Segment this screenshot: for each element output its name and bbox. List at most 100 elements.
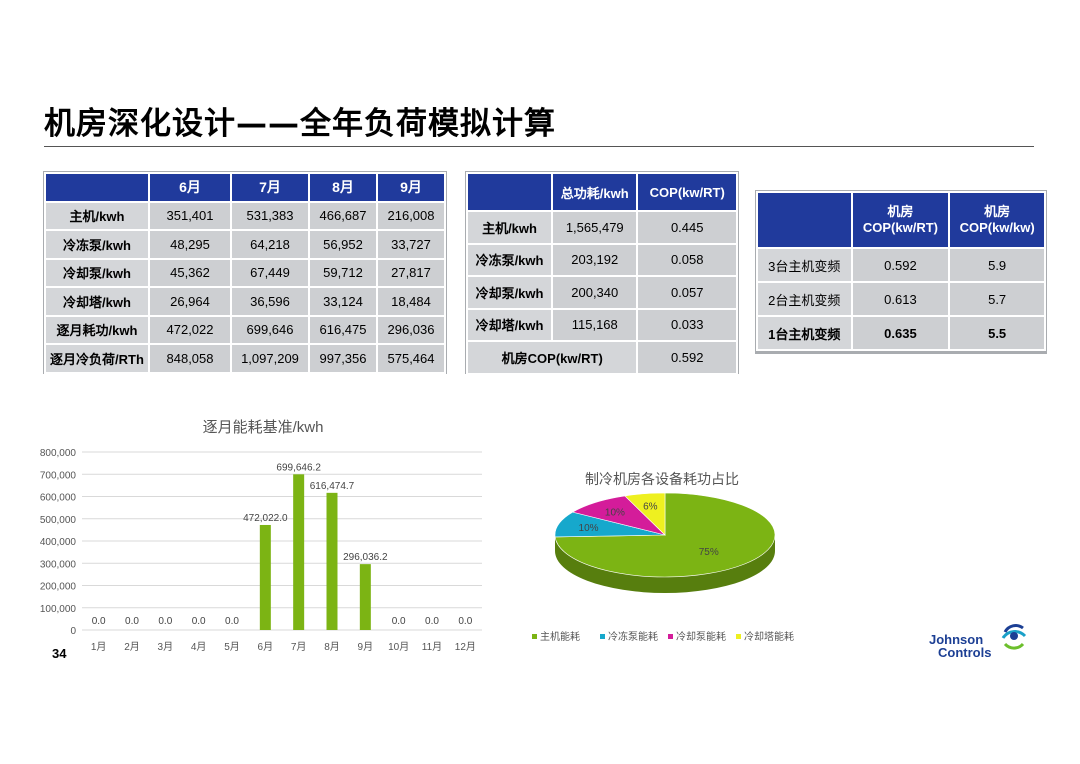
legend-label: 冷冻泵能耗 [608,630,658,643]
pie-side [555,535,775,593]
table-cell: 997,356 [308,343,378,374]
table-row: 主机/kwh 351,401 531,383 466,687 216,008 [44,200,446,231]
table-cell: 27,817 [376,257,446,288]
bar-data-label: 0.0 [392,616,406,627]
table-cell: 56,952 [308,229,378,260]
power-cop-table: 总功耗/kwh COP(kw/RT) 主机/kwh 1,565,479 0.44… [465,172,738,375]
monthly-energy-table: 6月 7月 8月 9月 主机/kwh 351,401 531,383 466,6… [44,172,446,374]
table-cell: 5.9 [948,247,1046,283]
table-cell: 0.635 [850,315,951,351]
header-cop-kw-kw: 机房 COP(kw/kw) [948,191,1046,249]
row-label: 逐月耗功/kwh [44,314,150,345]
table-row: 逐月冷负荷/RTh 848,058 1,097,209 997,356 575,… [44,343,446,374]
y-tick-label: 700,000 [40,470,77,481]
bar-data-label: 616,474.7 [310,481,355,492]
total-cop-label: 机房COP(kw/RT) [465,340,639,375]
x-tick-label: 3月 [158,641,174,653]
header-corner [465,172,554,212]
row-label: 冷却泵/kwh [465,275,554,310]
x-tick-label: 8月 [324,641,340,653]
table-cell: 33,727 [376,229,446,260]
table-cell: 351,401 [148,200,232,231]
row-label: 主机/kwh [44,200,150,231]
table-row: 冷冻泵/kwh 48,295 64,218 56,952 33,727 [44,229,446,260]
table-row: 冷冻泵/kwh 203,192 0.058 [465,242,738,277]
table-header-row: 6月 7月 8月 9月 [44,172,446,203]
table-cell: 0.058 [636,242,738,277]
legend-swatch [532,634,537,639]
x-tick-label: 12月 [455,641,476,653]
bar [359,564,371,630]
legend-label: 冷却泵能耗 [676,630,726,643]
pie-data-label: 75% [699,547,719,558]
x-tick-label: 6月 [258,641,274,653]
table-cell: 0.057 [636,275,738,310]
legend-swatch [736,634,741,639]
legend-swatch [600,634,605,639]
header-corner [756,191,853,249]
x-tick-label: 10月 [388,641,409,653]
table-cell: 18,484 [376,286,446,317]
x-tick-label: 1月 [91,641,107,653]
table-row: 3台主机变频 0.592 5.9 [756,247,1046,283]
table-cell: 200,340 [551,275,639,310]
legend-label: 冷却塔能耗 [744,630,794,643]
table-header-row: 机房 COP(kw/RT) 机房 COP(kw/kw) [756,191,1046,249]
table-cell: 59,712 [308,257,378,288]
bar-data-label: 0.0 [158,616,172,627]
pie-data-label: 10% [579,523,599,534]
header-corner [44,172,150,203]
table-row: 冷却泵/kwh 200,340 0.057 [465,275,738,310]
bar-data-label: 296,036.2 [343,552,388,563]
row-label: 冷却泵/kwh [44,257,150,288]
table-cell: 1,565,479 [551,210,639,245]
pie-data-label: 10% [605,508,625,519]
page-number: 34 [52,646,67,661]
table-row: 2台主机变频 0.613 5.7 [756,281,1046,317]
x-tick-label: 5月 [224,641,240,653]
header-line: COP(kw/RT) [862,220,938,235]
header-total-power: 总功耗/kwh [551,172,639,212]
table-cell: 36,596 [230,286,310,317]
y-tick-label: 200,000 [40,582,77,593]
row-label: 3台主机变频 [756,247,853,283]
header-september: 9月 [376,172,446,203]
logo-text-line1: Johnson [929,632,983,647]
table-cell: 699,646 [230,314,310,345]
bar-data-label: 0.0 [458,616,472,627]
y-tick-label: 100,000 [40,604,77,615]
table-cell: 472,022 [148,314,232,345]
chiller-cop-table: 机房 COP(kw/RT) 机房 COP(kw/kw) 3台主机变频 0.592… [756,191,1046,351]
logo-swirl-icon [1001,624,1027,650]
table-cell: 848,058 [148,343,232,374]
row-label: 主机/kwh [465,210,554,245]
bar-data-label: 0.0 [125,616,139,627]
pie-slice [624,492,666,536]
header-august: 8月 [308,172,378,203]
row-label: 冷却塔/kwh [44,286,150,317]
table-cell: 1,097,209 [230,343,310,374]
bar [259,524,271,630]
table-cell: 64,218 [230,229,310,260]
table-cell: 5.5 [948,315,1046,351]
legend-label: 主机能耗 [540,630,580,643]
y-tick-label: 300,000 [40,559,77,570]
header-cop: COP(kw/RT) [636,172,738,212]
table-row: 冷却塔/kwh 26,964 36,596 33,124 18,484 [44,286,446,317]
table-row: 主机/kwh 1,565,479 0.445 [465,210,738,245]
bar-data-label: 0.0 [425,616,439,627]
bar-data-label: 0.0 [225,616,239,627]
bar-data-label: 472,022.0 [243,513,288,524]
header-line: COP(kw/kw) [959,220,1035,235]
chart-title: 逐月能耗基准/kwh [203,419,324,436]
bar-data-label: 0.0 [192,616,206,627]
table-cell: 0.613 [850,281,951,317]
table-row: 逐月耗功/kwh 472,022 699,646 616,475 296,036 [44,314,446,345]
row-label: 冷却塔/kwh [465,307,554,342]
equipment-power-pie-chart: 制冷机房各设备耗功占比 75% 10% 10% 6% 主机能耗 冷冻泵能耗 冷却泵能耗 冷却… [532,471,794,643]
x-tick-label: 2月 [124,641,140,653]
table-total-row: 机房COP(kw/RT) 0.592 [465,340,738,375]
table-cell: 296,036 [376,314,446,345]
row-label: 冷冻泵/kwh [465,242,554,277]
x-tick-label: 7月 [291,641,307,653]
